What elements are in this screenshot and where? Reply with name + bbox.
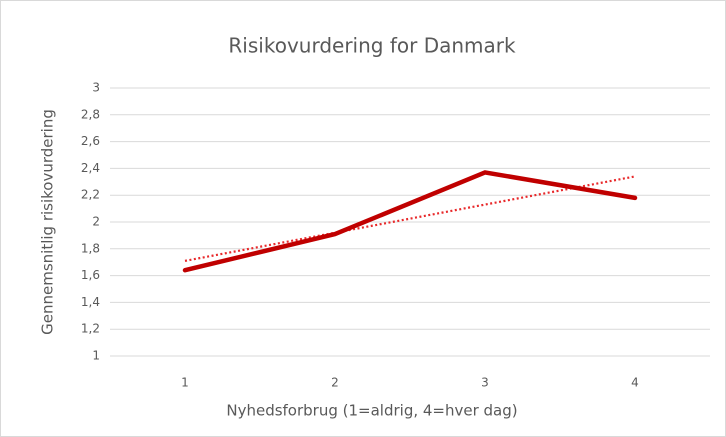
y-tick-label: 1,2 [81,322,100,336]
chart-title: Risikovurdering for Danmark [228,34,516,58]
y-tick-label: 2,2 [81,188,100,202]
x-tick-label: 3 [481,376,489,390]
y-tick-label: 1 [92,349,100,363]
data-line [182,170,638,273]
y-tick-label: 2,6 [81,134,100,148]
x-tick-label: 1 [181,376,189,390]
x-axis-title: Nyhedsforbrug (1=aldrig, 4=hver dag) [226,402,517,420]
y-tick-label: 2,8 [81,107,100,121]
y-tick-label: 2,4 [81,161,100,175]
x-tick-label: 2 [331,376,339,390]
y-tick-label: 3 [92,81,100,95]
x-tick-label: 4 [631,376,639,390]
y-tick-label: 2 [92,215,100,229]
y-tick-label: 1,6 [81,268,100,282]
y-tick-label: 1,4 [81,295,100,309]
y-axis-title: Gennemsnitlig risikovurdering [39,109,57,335]
y-tick-label: 1,8 [81,241,100,255]
